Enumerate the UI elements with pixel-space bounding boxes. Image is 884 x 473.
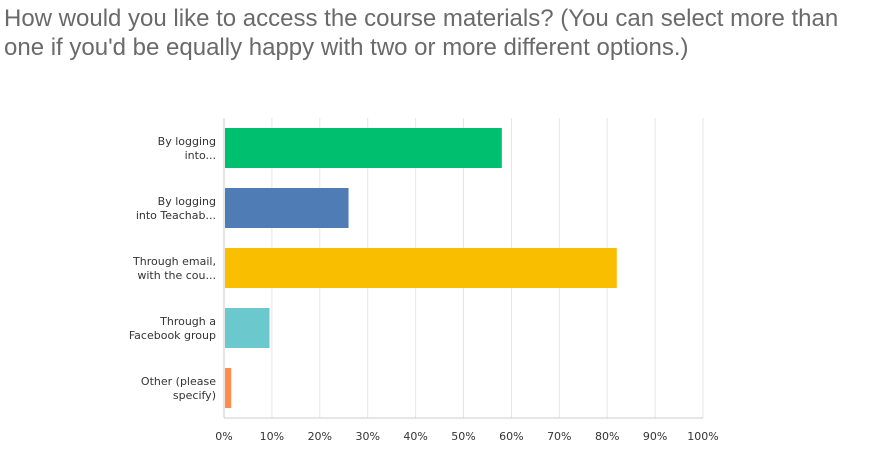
- category-label: By logging into Teachab...: [136, 195, 216, 222]
- x-tick-label: 30%: [355, 430, 379, 443]
- x-tick-label: 60%: [499, 430, 523, 443]
- x-tick-label: 10%: [260, 430, 284, 443]
- chart-title: How would you like to access the course …: [4, 5, 839, 61]
- bar: [225, 308, 270, 348]
- x-tick-label: 20%: [308, 430, 332, 443]
- category-labels: By logging into... By logging into Teachab.…: [129, 135, 216, 402]
- x-tick-label: 50%: [451, 430, 475, 443]
- bars: [225, 128, 617, 408]
- x-tick-labels: 0% 10% 20% 30% 40% 50% 60% 70% 80% 90% 100%: [215, 430, 718, 443]
- category-label: Through a Facebook group: [129, 315, 216, 342]
- x-tick-label: 70%: [547, 430, 571, 443]
- x-tick-label: 90%: [643, 430, 667, 443]
- category-label: Other (please specify): [141, 375, 216, 402]
- x-tick-label: 40%: [403, 430, 427, 443]
- bar: [225, 248, 617, 288]
- category-label: Through email, with the cou...: [132, 255, 216, 282]
- x-tick-label: 100%: [687, 430, 718, 443]
- bar: [225, 368, 232, 408]
- x-tick-label: 0%: [215, 430, 232, 443]
- x-tick-label: 80%: [595, 430, 619, 443]
- bar: [225, 188, 349, 228]
- category-label: By logging into...: [158, 135, 216, 162]
- bar: [225, 128, 502, 168]
